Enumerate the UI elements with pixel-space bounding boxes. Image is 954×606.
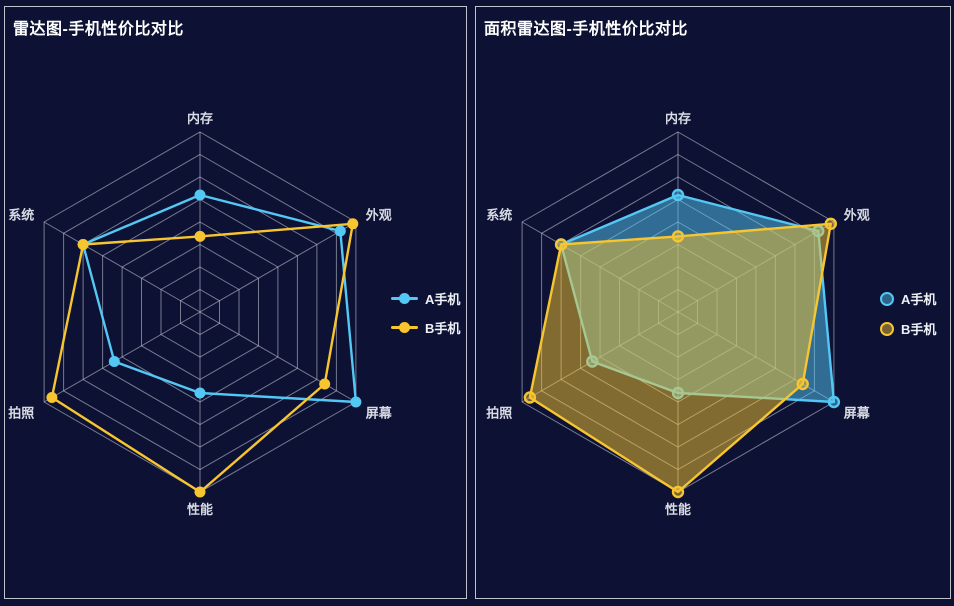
axis-label-3: 性能 — [665, 502, 691, 517]
axis-label-3: 性能 — [187, 502, 213, 517]
axis-spoke — [43, 221, 201, 313]
axis-label-2: 屏幕 — [844, 406, 871, 421]
axis-label-5: 系统 — [486, 208, 512, 223]
axis-spoke — [43, 311, 201, 403]
axis-label-2: 屏幕 — [366, 406, 393, 421]
axis-label-5: 系统 — [8, 208, 34, 223]
axis-label-0: 内存 — [665, 111, 691, 126]
series-b-phone-point[interactable] — [77, 239, 89, 250]
series-a-phone-point[interactable] — [671, 188, 685, 202]
series-b-phone-point[interactable] — [796, 377, 809, 391]
legend-label-a-phone: A手机 — [901, 292, 937, 307]
chart-title-area-radar: 面积雷达图-手机性价比对比 — [484, 21, 688, 38]
legend-label-b-phone: B手机 — [425, 321, 461, 336]
series-b-phone-point[interactable] — [194, 230, 206, 242]
axis-spoke — [199, 311, 357, 403]
axis-label-1: 外观 — [365, 208, 392, 223]
series-b-phone-point[interactable] — [319, 378, 331, 390]
legend-item-a-phone[interactable]: A手机 — [391, 291, 461, 307]
series-a-phone-point[interactable] — [108, 356, 120, 367]
legend-item-b-phone[interactable]: B手机 — [391, 320, 461, 336]
series-b-phone-shape[interactable] — [50, 222, 354, 494]
series-a-phone-point[interactable] — [194, 387, 206, 399]
axis-label-4: 拍照 — [486, 406, 512, 421]
axis-label-4: 拍照 — [8, 406, 34, 421]
panel-area-radar: 面积雷达图-手机性价比对比 内存外观屏幕性能 拍照 系统 A手机 B手机 — [475, 6, 951, 599]
legend-label-b-phone: B手机 — [901, 322, 937, 337]
series-b-phone-shape[interactable] — [528, 222, 832, 494]
legend-item-a-phone[interactable]: A手机 — [880, 291, 937, 307]
legend-label-a-phone: A手机 — [425, 292, 461, 307]
series-a-phone-point[interactable] — [334, 225, 346, 237]
series-b-phone-point[interactable] — [347, 218, 359, 230]
legend-marker-a-phone-circle-icon — [880, 291, 894, 306]
series-b-phone-point[interactable] — [671, 485, 685, 499]
legend-item-b-phone[interactable]: B手机 — [880, 321, 937, 337]
series-b-phone-point[interactable] — [554, 238, 568, 251]
series-b-phone-point[interactable] — [671, 230, 685, 243]
panel-line-radar: 雷达图-手机性价比对比 内存外观屏幕性能 拍照 系统 A手机 B手机 — [4, 6, 467, 599]
series-b-phone-point[interactable] — [523, 391, 537, 404]
legend-area-radar: A手机 B手机 — [880, 291, 937, 337]
legend-line-radar: A手机 B手机 — [391, 291, 461, 336]
axis-label-1: 外观 — [843, 208, 870, 223]
legend-marker-b-phone-circle-icon — [880, 321, 894, 336]
series-b-phone-point[interactable] — [824, 217, 837, 231]
series-b-phone-point[interactable] — [194, 486, 206, 498]
axis-label-0: 内存 — [187, 111, 213, 126]
legend-marker-a-phone-line-dot-icon — [391, 291, 418, 306]
legend-marker-b-phone-line-dot-icon — [391, 320, 418, 335]
axis-spoke — [199, 221, 357, 313]
series-a-phone-point[interactable] — [350, 396, 362, 408]
chart-title-line-radar: 雷达图-手机性价比对比 — [13, 21, 184, 38]
series-b-phone-point[interactable] — [46, 392, 58, 403]
series-a-phone-point[interactable] — [827, 395, 841, 409]
series-a-phone-point[interactable] — [194, 189, 206, 201]
